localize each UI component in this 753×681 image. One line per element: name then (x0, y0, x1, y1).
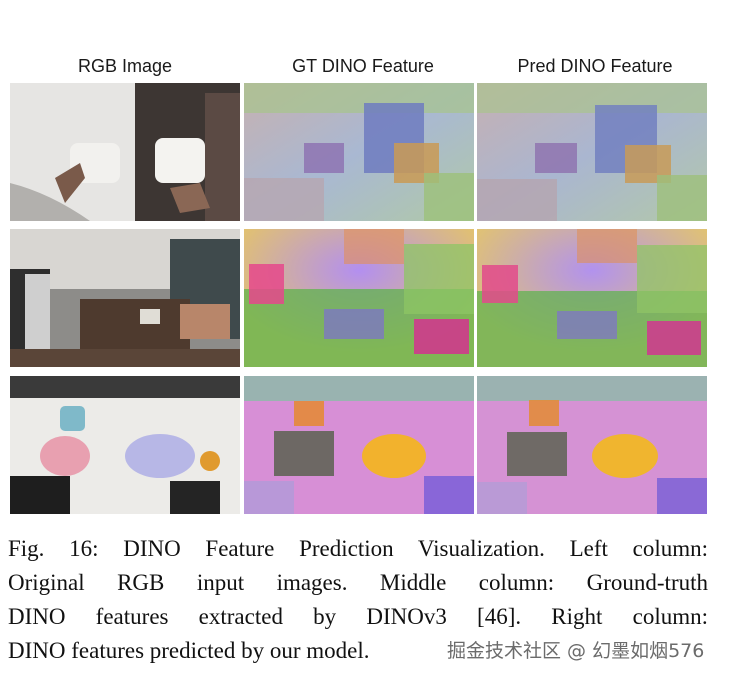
caption-line-2: Original RGB input images. Middle column… (8, 570, 708, 595)
row1-gt-dino-feature (244, 83, 474, 221)
caption-line-1: Fig. 16: DINO Feature Prediction Visuali… (8, 536, 708, 561)
column-header-rgb: RGB Image (77, 56, 173, 76)
column-header-gt-dino: GT DINO Feature (292, 56, 434, 76)
figure-caption: Fig. 16: DINO Feature Prediction Visuali… (8, 532, 708, 668)
caption-line-3: DINO features extracted by DINOv3 [46]. … (8, 604, 708, 629)
row2-gt-dino-feature (244, 229, 474, 367)
column-header-pred-dino: Pred DINO Feature (517, 56, 673, 76)
row3-gt-dino-feature (244, 376, 474, 514)
image-grid (10, 83, 707, 515)
row3-rgb-image (10, 376, 240, 514)
row2-pred-dino-feature (477, 229, 707, 367)
row2-rgb-image (10, 229, 240, 367)
watermark-text: 掘金技术社区 @ 幻墨如烟576 (443, 636, 747, 666)
caption-line-4: DINO features predicted by our model. (8, 638, 370, 663)
row3-pred-dino-feature (477, 376, 707, 514)
row1-pred-dino-feature (477, 83, 707, 221)
row1-rgb-image (10, 83, 240, 221)
